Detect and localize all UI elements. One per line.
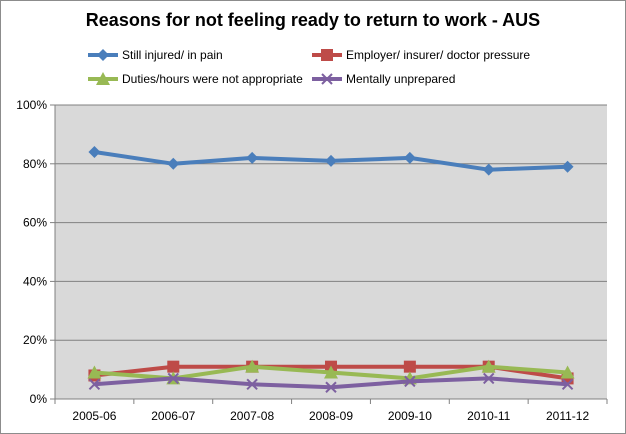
data-point-x xyxy=(88,378,101,391)
data-point-diamond xyxy=(88,146,101,159)
legend-item-still-injured: Still injured/ in pain xyxy=(86,47,223,63)
data-point-x xyxy=(561,378,574,391)
legend-item-duties-hours: Duties/hours were not appropriate xyxy=(86,71,303,87)
data-point-triangle xyxy=(87,365,102,379)
x-tick-label: 2007-08 xyxy=(230,409,274,423)
legend-item-employer-pressure: Employer/ insurer/ doctor pressure xyxy=(310,47,530,63)
data-point-x xyxy=(246,378,258,391)
data-point-x xyxy=(167,372,179,385)
legend-marker-triangle-icon xyxy=(88,72,118,85)
x-tick-label: 2006-07 xyxy=(151,409,195,423)
data-point-square xyxy=(403,360,416,373)
x-tick-label: 2009-10 xyxy=(388,409,432,423)
y-tick-label: 20% xyxy=(23,333,47,347)
data-point-diamond xyxy=(246,151,259,164)
x-tick-label: 2010-11 xyxy=(467,409,510,423)
data-point-triangle xyxy=(245,359,260,373)
legend-label: Duties/hours were not appropriate xyxy=(122,72,303,86)
data-point-diamond xyxy=(561,160,574,173)
plot-area xyxy=(55,105,607,399)
y-tick-label: 40% xyxy=(23,274,47,288)
data-point-triangle xyxy=(481,359,496,373)
y-tick-label: 0% xyxy=(30,392,48,406)
data-point-x xyxy=(404,375,416,388)
legend-marker-diamond-icon xyxy=(88,49,118,61)
legend-label: Employer/ insurer/ doctor pressure xyxy=(346,48,531,62)
data-point-triangle xyxy=(560,365,575,379)
x-tick-label: 2011-12 xyxy=(546,409,589,423)
chart-title: Reasons for not feeling ready to return … xyxy=(85,10,541,30)
legend-item-mentally-unprepared: Mentally unprepared xyxy=(310,71,455,87)
data-point-x xyxy=(325,381,337,393)
legend-marker-square-icon xyxy=(312,49,342,61)
data-point-diamond xyxy=(403,151,416,164)
y-tick-label: 100% xyxy=(16,98,47,112)
data-point-square xyxy=(167,360,180,373)
x-tick-label: 2008-09 xyxy=(309,409,353,423)
legend-marker-x-icon xyxy=(312,73,342,85)
legend-label: Mentally unprepared xyxy=(346,72,456,86)
y-tick-label: 80% xyxy=(23,157,47,171)
data-point-diamond xyxy=(482,163,495,176)
legend-label: Still injured/ in pain xyxy=(122,48,223,62)
y-tick-label: 60% xyxy=(23,216,47,230)
data-point-triangle xyxy=(324,365,338,379)
data-point-diamond xyxy=(167,157,180,170)
data-point-x xyxy=(483,372,495,385)
data-point-diamond xyxy=(325,154,337,167)
x-tick-label: 2005-06 xyxy=(72,409,116,423)
